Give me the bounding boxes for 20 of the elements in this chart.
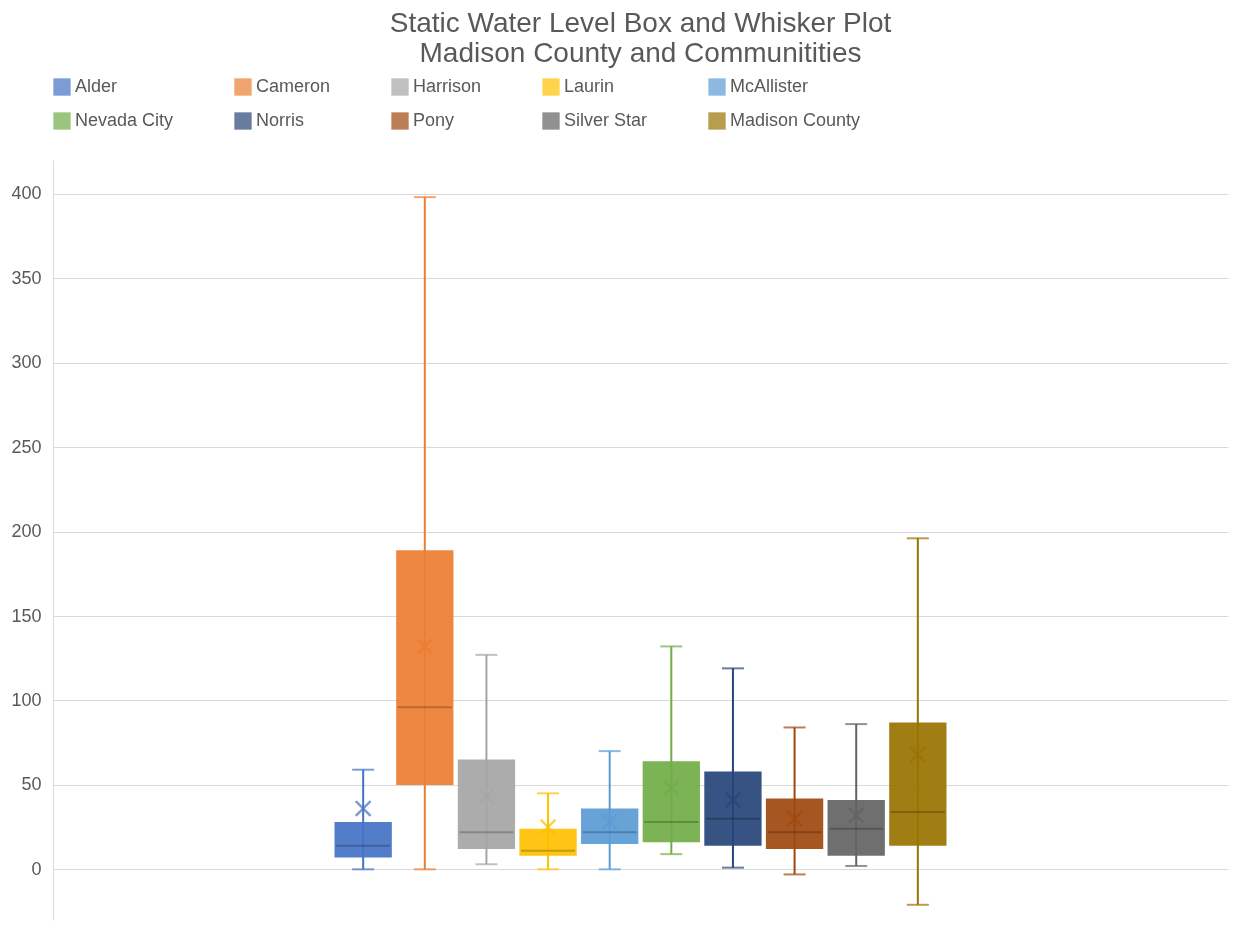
legend-label: Harrison xyxy=(413,76,482,96)
chart-title: Static Water Level Box and Whisker Plot Madison County and Communitities xyxy=(389,7,892,68)
y-tick-label: 150 xyxy=(11,605,42,626)
legend-label: Norris xyxy=(256,110,304,130)
y-tick-label: 50 xyxy=(21,774,42,795)
y-tick-label: 200 xyxy=(11,521,42,542)
legend-label: McAllister xyxy=(730,76,809,96)
legend-label: Silver Star xyxy=(564,110,648,130)
legend-label: Nevada City xyxy=(75,110,174,130)
legend-label: Pony xyxy=(413,110,455,130)
legend-label: Laurin xyxy=(564,76,615,96)
y-tick-label: 300 xyxy=(11,352,42,373)
y-tick-label: 350 xyxy=(11,267,42,288)
legend-label: Alder xyxy=(75,76,118,96)
y-tick-label: 400 xyxy=(11,183,42,204)
legend-label: Cameron xyxy=(256,76,331,96)
legend-label: Madison County xyxy=(730,110,861,130)
y-tick-label: 250 xyxy=(11,436,42,457)
y-tick-label: 100 xyxy=(11,689,42,710)
y-tick-label: 0 xyxy=(31,858,42,879)
